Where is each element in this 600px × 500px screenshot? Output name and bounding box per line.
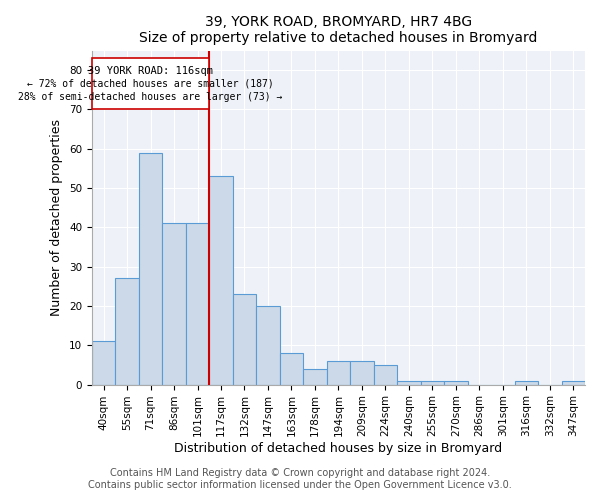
Bar xyxy=(139,152,162,384)
Bar xyxy=(562,380,585,384)
Bar xyxy=(397,380,421,384)
Bar xyxy=(233,294,256,384)
Bar xyxy=(326,361,350,384)
Bar xyxy=(303,369,326,384)
Text: Contains HM Land Registry data © Crown copyright and database right 2024.
Contai: Contains HM Land Registry data © Crown c… xyxy=(88,468,512,490)
Bar xyxy=(92,342,115,384)
Bar xyxy=(162,224,186,384)
Bar xyxy=(444,380,467,384)
Bar xyxy=(256,306,280,384)
Bar xyxy=(115,278,139,384)
Text: 28% of semi-detached houses are larger (73) →: 28% of semi-detached houses are larger (… xyxy=(19,92,283,102)
Text: 39 YORK ROAD: 116sqm: 39 YORK ROAD: 116sqm xyxy=(88,66,213,76)
Y-axis label: Number of detached properties: Number of detached properties xyxy=(50,119,64,316)
Bar xyxy=(374,365,397,384)
Bar xyxy=(186,224,209,384)
X-axis label: Distribution of detached houses by size in Bromyard: Distribution of detached houses by size … xyxy=(175,442,502,455)
Bar xyxy=(280,353,303,384)
Bar xyxy=(209,176,233,384)
Bar xyxy=(421,380,444,384)
Bar xyxy=(515,380,538,384)
Text: ← 72% of detached houses are smaller (187): ← 72% of detached houses are smaller (18… xyxy=(27,79,274,89)
Bar xyxy=(350,361,374,384)
Bar xyxy=(92,58,209,110)
Title: 39, YORK ROAD, BROMYARD, HR7 4BG
Size of property relative to detached houses in: 39, YORK ROAD, BROMYARD, HR7 4BG Size of… xyxy=(139,15,538,45)
